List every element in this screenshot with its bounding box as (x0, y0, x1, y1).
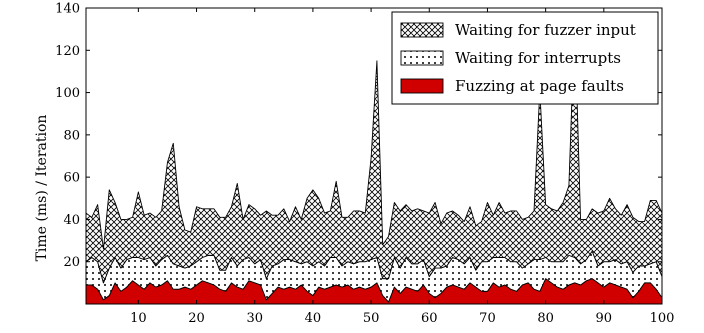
x-tick-label: 10 (130, 311, 147, 326)
x-tick-label: 80 (537, 311, 554, 326)
x-tick-label: 40 (305, 311, 322, 326)
legend-label-fuzzing-at-page-faults: Fuzzing at page faults (455, 77, 624, 95)
legend-swatch-waiting-for-fuzzer-input (400, 22, 444, 38)
series-areas (85, 18, 663, 305)
y-tick-label: 120 (55, 44, 80, 59)
x-tick-label: 100 (650, 311, 675, 326)
y-axis-label: Time (ms) / Iteration (34, 115, 50, 262)
plot-frame (85, 7, 663, 305)
axes: 10 20 30 40 50 60 70 80 90 100 20 40 60 80 100 120 140 (55, 2, 674, 327)
x-tick-label: 90 (596, 311, 613, 326)
x-tick-label: 70 (479, 311, 496, 326)
legend-swatch-waiting-for-interrupts (400, 50, 444, 66)
y-tick-label: 140 (55, 2, 80, 17)
legend-swatch-fuzzing-at-page-faults (400, 78, 444, 94)
x-tick-label: 50 (363, 311, 380, 326)
legend-label-waiting-for-fuzzer-input: Waiting for fuzzer input (455, 21, 636, 39)
y-tick-label: 80 (63, 128, 80, 143)
y-tick-label: 60 (63, 171, 80, 186)
x-tick-label: 20 (188, 311, 205, 326)
legend: Waiting for fuzzer input Waiting for inte… (391, 11, 659, 105)
x-tick-label: 60 (421, 311, 438, 326)
y-tick-label: 20 (63, 255, 80, 270)
legend-label-waiting-for-interrupts: Waiting for interrupts (455, 49, 621, 67)
x-tick-label: 30 (246, 311, 263, 326)
y-tick-label: 40 (63, 213, 80, 228)
y-tick-label: 100 (55, 86, 80, 101)
